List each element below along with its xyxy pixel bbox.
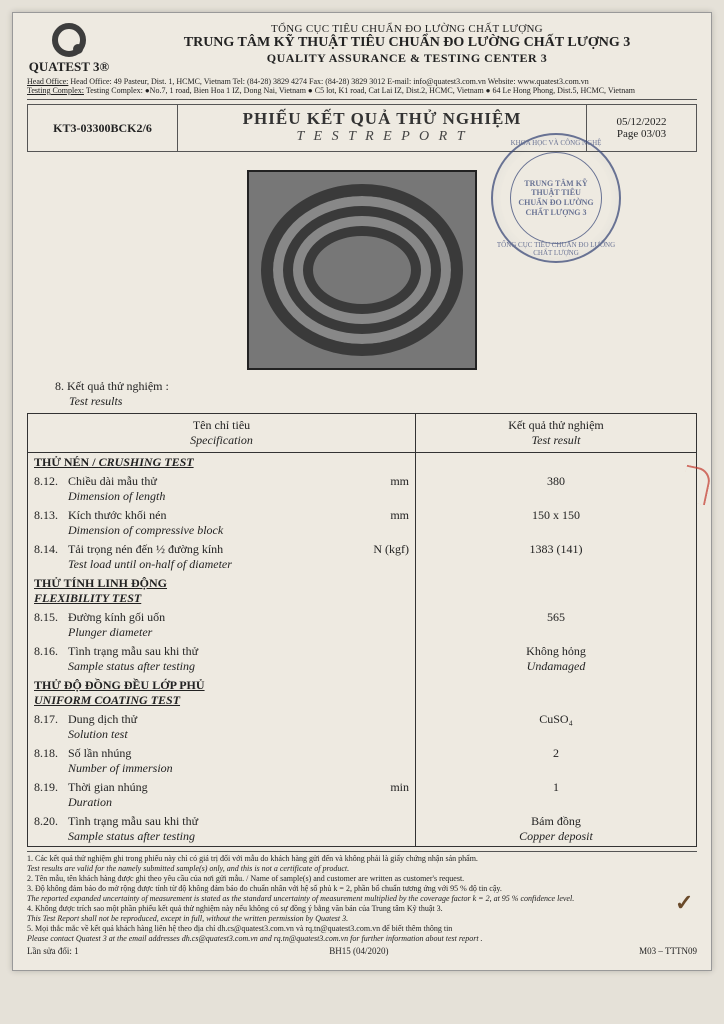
address-line-2: Testing Complex: Testing Complex: ●No.7,… (27, 86, 697, 95)
coiled-hose-icon (261, 184, 463, 356)
col-spec-en: Specification (190, 433, 253, 447)
col-spec-vn: Tên chỉ tiêu (193, 418, 250, 432)
footer-left: Lần sửa đổi: 1 (27, 946, 79, 956)
table-row: 8.20.Tình trạng mẫu sau khi thửSample st… (28, 812, 697, 847)
note-5-vn: 5. Mọi thắc mắc về kết quả khách hàng li… (27, 924, 697, 934)
table-header-row: Tên chỉ tiêu Specification Kết quả thử n… (28, 414, 697, 453)
note-1-en: Test results are valid for the namely su… (27, 864, 697, 874)
org-parent: TỔNG CỤC TIÊU CHUẨN ĐO LƯỜNG CHẤT LƯỢNG (117, 23, 697, 35)
section-8-header: 8. Kết quả thử nghiệm : Test results (55, 379, 697, 409)
table-row: 8.14.Tải trọng nén đến ½ đường kínhN (kg… (28, 540, 697, 574)
footer-center: BH15 (04/2020) (329, 946, 388, 956)
col-result: Kết quả thử nghiệm Test result (416, 414, 697, 453)
table-row: 8.12.Chiều dài mẫu thửmmDimension of len… (28, 472, 697, 506)
logo-block: QUATEST 3® (27, 23, 111, 75)
table-row: 8.16.Tình trạng mẫu sau khi thửSample st… (28, 642, 697, 676)
org-name-en: QUALITY ASSURANCE & TESTING CENTER 3 (117, 51, 697, 66)
note-2: 2. Tên mẫu, tên khách hàng được ghi theo… (27, 874, 697, 884)
org-name-vn: TRUNG TÂM KỸ THUẬT TIÊU CHUẨN ĐO LƯỜNG C… (117, 35, 697, 51)
sample-photo (247, 170, 477, 370)
note-4-en: This Test Report shall not be reproduced… (27, 914, 697, 924)
footnotes: 1. Các kết quả thử nghiệm ghi trong phiế… (27, 851, 697, 944)
seal-ring-bottom: TỔNG CỤC TIÊU CHUẨN ĐO LƯỜNG CHẤT LƯỢNG (493, 241, 619, 257)
note-3-vn: 3. Độ không đảm bảo đo mở rộng được tính… (27, 884, 697, 894)
seal-ring-text: KHOA HỌC VÀ CÔNG NGHỆ TỔNG CỤC TIÊU CHUẨ… (493, 135, 619, 261)
col-specification: Tên chỉ tiêu Specification (28, 414, 416, 453)
table-group-row: THỬ NÉN / CRUSHING TEST (28, 453, 697, 473)
table-row: 8.19.Thời gian nhúngminDuration1 (28, 778, 697, 812)
col-res-vn: Kết quả thử nghiệm (508, 418, 603, 432)
letterhead: QUATEST 3® TỔNG CỤC TIÊU CHUẨN ĐO LƯỜNG … (27, 23, 697, 75)
note-1-vn: 1. Các kết quả thử nghiệm ghi trong phiế… (27, 854, 697, 864)
note-4-vn: 4. Không được trích sao một phần phiếu k… (27, 904, 697, 914)
quatest-logo-icon (52, 23, 86, 57)
section-8-en: Test results (69, 394, 697, 409)
table-row: 8.17.Dung dịch thửSolution testCuSO₄ (28, 710, 697, 744)
letterhead-center: TỔNG CỤC TIÊU CHUẨN ĐO LƯỜNG CHẤT LƯỢNG … (117, 23, 697, 66)
footer-right: M03 – TTTN09 (639, 946, 697, 956)
section-8-vn: 8. Kết quả thử nghiệm : (55, 379, 169, 393)
initial-mark: ✓ (675, 890, 699, 910)
page: QUATEST 3® TỔNG CỤC TIÊU CHUẨN ĐO LƯỜNG … (12, 12, 712, 971)
table-row: 8.13.Kích thước khối nénmmDimension of c… (28, 506, 697, 540)
document-number: KT3-03300BCK2/6 (28, 105, 178, 151)
table-row: 8.15.Đường kính gối uốnPlunger diameter5… (28, 608, 697, 642)
results-table: Tên chỉ tiêu Specification Kết quả thử n… (27, 413, 697, 847)
official-seal: KHOA HỌC VÀ CÔNG NGHỆ TỔNG CỤC TIÊU CHUẨ… (491, 133, 621, 263)
note-5-en: Please contact Quatest 3 at the email ad… (27, 934, 697, 944)
report-title-vn: PHIẾU KẾT QUẢ THỬ NGHIỆM (180, 109, 584, 129)
address-block: Head Office: Head Office: 49 Pasteur, Di… (27, 75, 697, 100)
table-row: 8.18.Số lần nhúngNumber of immersion2 (28, 744, 697, 778)
table-group-row: THỬ ĐỘ ĐỒNG ĐỀU LỚP PHỦUNIFORM COATING T… (28, 676, 697, 710)
addr1-text: Head Office: 49 Pasteur, Dist. 1, HCMC, … (70, 77, 588, 86)
table-group-row: THỬ TÍNH LINH ĐỘNGFLEXIBILITY TEST (28, 574, 697, 608)
address-line-1: Head Office: Head Office: 49 Pasteur, Di… (27, 77, 697, 86)
report-page: Page 03/03 (617, 128, 666, 140)
note-3-en: The reported expanded uncertainty of mea… (27, 894, 697, 904)
col-res-en: Test result (532, 433, 581, 447)
addr2-text: Testing Complex: ●No.7, 1 road, Bien Hoa… (86, 86, 635, 95)
seal-ring-top: KHOA HỌC VÀ CÔNG NGHỆ (493, 139, 619, 147)
report-date: 05/12/2022 (616, 116, 666, 128)
page-footer: Lần sửa đổi: 1 BH15 (04/2020) M03 – TTTN… (27, 946, 697, 956)
logo-text: QUATEST 3® (27, 59, 111, 75)
